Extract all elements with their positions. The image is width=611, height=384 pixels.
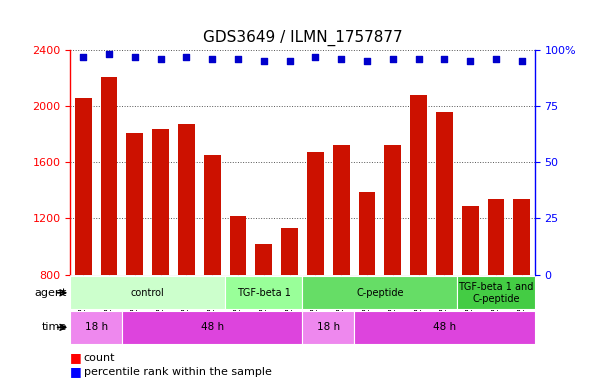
Bar [225, 276, 302, 309]
Point [414, 56, 423, 62]
Bar [204, 155, 221, 384]
Bar [354, 275, 380, 276]
Text: TGF-beta 1: TGF-beta 1 [237, 288, 291, 298]
Point [156, 56, 166, 62]
Bar [488, 199, 504, 384]
Bar [70, 311, 122, 344]
Bar [384, 146, 401, 384]
Point [310, 54, 320, 60]
Bar [406, 275, 431, 276]
Text: C-peptide: C-peptide [356, 288, 404, 298]
Point [336, 56, 346, 62]
Point [207, 56, 217, 62]
Bar [354, 311, 535, 344]
Point [388, 56, 398, 62]
Bar [148, 275, 174, 276]
Text: TGF-beta 1 and
C-peptide: TGF-beta 1 and C-peptide [458, 282, 533, 304]
Bar [251, 275, 277, 276]
Text: GDS3649 / ILMN_1757877: GDS3649 / ILMN_1757877 [203, 30, 402, 46]
Bar [75, 98, 92, 384]
Bar [152, 129, 169, 384]
Bar [225, 275, 251, 276]
Bar [410, 95, 427, 384]
Point [259, 58, 269, 64]
Point [285, 58, 295, 64]
Bar [302, 276, 457, 309]
Bar [70, 275, 96, 276]
Bar [178, 124, 195, 384]
Bar [122, 311, 302, 344]
Text: 18 h: 18 h [316, 322, 340, 333]
Text: control: control [131, 288, 164, 298]
Point [491, 56, 501, 62]
Bar [126, 133, 143, 384]
Text: count: count [84, 353, 115, 363]
Point [362, 58, 372, 64]
Bar [328, 275, 354, 276]
Point [465, 58, 475, 64]
Bar [302, 311, 354, 344]
Bar [255, 244, 272, 384]
Bar [174, 275, 199, 276]
Bar [101, 76, 117, 384]
Text: ■: ■ [70, 365, 82, 378]
Text: 48 h: 48 h [200, 322, 224, 333]
Bar [70, 276, 225, 309]
Bar [431, 275, 457, 276]
Bar [307, 152, 324, 384]
Bar [122, 275, 148, 276]
Point [517, 58, 527, 64]
Point [439, 56, 449, 62]
Text: 18 h: 18 h [84, 322, 108, 333]
Bar [457, 275, 483, 276]
Point [104, 51, 114, 58]
Text: ■: ■ [70, 351, 82, 364]
Text: percentile rank within the sample: percentile rank within the sample [84, 366, 271, 377]
Text: agent: agent [35, 288, 67, 298]
Bar [199, 275, 225, 276]
Bar [513, 199, 530, 384]
Bar [359, 192, 375, 384]
Bar [277, 275, 302, 276]
Bar [457, 276, 535, 309]
Bar [333, 146, 349, 384]
Bar [380, 275, 406, 276]
Point [78, 54, 88, 60]
Text: 48 h: 48 h [433, 322, 456, 333]
Bar [436, 112, 453, 384]
Bar [462, 206, 478, 384]
Point [181, 54, 191, 60]
Point [233, 56, 243, 62]
Bar [96, 275, 122, 276]
Text: time: time [42, 322, 67, 333]
Bar [302, 275, 328, 276]
Bar [281, 228, 298, 384]
Bar [483, 275, 509, 276]
Point [130, 54, 140, 60]
Bar [509, 275, 535, 276]
Bar [230, 215, 246, 384]
